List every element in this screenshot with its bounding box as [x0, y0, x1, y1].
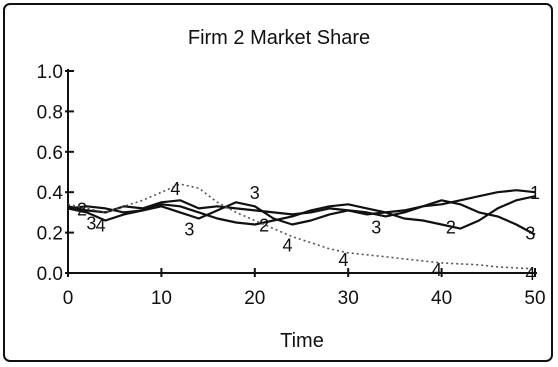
x-tick-label: 50	[524, 288, 545, 309]
series-marker-label: 4	[96, 216, 106, 236]
series-marker-label: 4	[282, 236, 292, 256]
y-tick-label: 0.2	[37, 224, 63, 245]
series-marker-label: 3	[371, 218, 381, 238]
y-tick-label: 0.6	[37, 143, 63, 164]
series-line-4	[67, 183, 536, 270]
chart-frame	[3, 3, 553, 362]
y-tick-label: 1.0	[37, 62, 63, 83]
series-marker-label: 2	[259, 216, 269, 236]
x-axis-label: Time	[280, 330, 324, 352]
x-tick-label: 0	[63, 288, 74, 309]
series-marker-label: 3	[86, 214, 96, 234]
series-marker-label: 2	[446, 218, 456, 238]
series-line-3	[67, 199, 536, 236]
series-marker-label: 4	[339, 250, 349, 270]
series-marker-label: 3	[525, 224, 535, 244]
series-marker-label: 4	[432, 260, 442, 280]
series-marker-label: 3	[184, 220, 194, 240]
y-tick-label: 0.8	[37, 102, 63, 123]
x-tick-label: 20	[244, 288, 265, 309]
chart-title: Firm 2 Market Share	[188, 27, 370, 49]
axes: 0.0 0.2 0.4 0.6 0.8 1.0 0 10 20 30 40 50	[37, 62, 546, 309]
series-marker-label: 1	[530, 183, 540, 203]
x-tick-label: 40	[431, 288, 452, 309]
x-tick-label: 30	[338, 288, 359, 309]
series-lines	[67, 183, 536, 270]
x-tick-label: 10	[151, 288, 172, 309]
series-marker-label: 4	[170, 179, 180, 199]
series-marker-label: 3	[250, 183, 260, 203]
series-marker-label: 2	[77, 199, 87, 219]
series-marker-label: 4	[525, 264, 535, 284]
y-tick-label: 0.0	[37, 264, 63, 285]
y-tick-label: 0.4	[37, 183, 64, 204]
